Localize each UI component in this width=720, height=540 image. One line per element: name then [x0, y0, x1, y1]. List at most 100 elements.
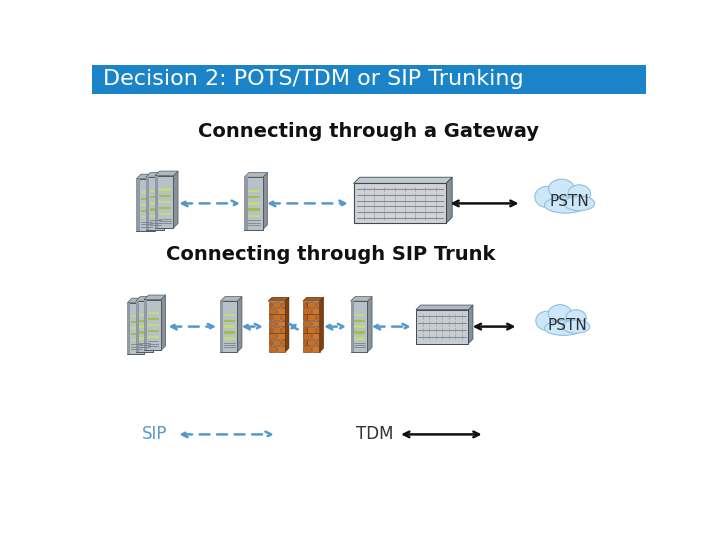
Bar — [284, 321, 285, 326]
Bar — [155, 176, 174, 228]
Bar — [307, 301, 315, 307]
Bar — [150, 202, 162, 205]
Bar — [303, 301, 307, 307]
Polygon shape — [155, 174, 160, 231]
Bar — [416, 309, 468, 343]
Bar — [303, 321, 311, 326]
Bar — [145, 177, 164, 230]
Bar — [159, 194, 171, 197]
Bar — [220, 301, 238, 352]
Bar — [159, 188, 171, 191]
Bar — [159, 201, 171, 203]
Bar — [150, 190, 162, 192]
Bar — [137, 179, 140, 231]
Polygon shape — [155, 171, 178, 176]
Polygon shape — [144, 295, 166, 300]
Bar — [248, 196, 261, 198]
Bar — [140, 204, 153, 206]
Ellipse shape — [566, 310, 586, 326]
Bar — [159, 213, 171, 215]
Ellipse shape — [564, 196, 595, 211]
Bar — [224, 338, 235, 340]
Bar — [312, 321, 320, 326]
Bar — [269, 340, 272, 345]
Bar — [248, 208, 261, 211]
Polygon shape — [153, 296, 157, 352]
Bar — [316, 327, 320, 333]
Bar — [354, 184, 446, 224]
Bar — [277, 333, 284, 339]
Bar — [127, 303, 130, 354]
Bar — [307, 314, 315, 320]
Polygon shape — [164, 173, 168, 230]
Ellipse shape — [535, 186, 559, 207]
Bar — [303, 333, 311, 339]
Bar — [303, 340, 307, 345]
Bar — [220, 301, 223, 352]
Polygon shape — [127, 298, 149, 303]
Bar — [354, 320, 365, 322]
Bar — [144, 300, 147, 350]
Text: Connecting through a Gateway: Connecting through a Gateway — [199, 122, 539, 141]
Bar — [137, 179, 155, 231]
Text: Connecting through SIP Trunk: Connecting through SIP Trunk — [166, 246, 495, 265]
Bar — [269, 301, 272, 307]
Bar — [224, 326, 235, 328]
Bar — [148, 312, 158, 314]
Bar — [282, 340, 284, 345]
Bar — [269, 321, 276, 326]
Ellipse shape — [549, 179, 575, 199]
Bar — [277, 321, 284, 326]
Polygon shape — [354, 177, 452, 184]
Bar — [248, 202, 261, 205]
Bar — [148, 318, 158, 320]
Polygon shape — [135, 296, 157, 301]
Bar — [140, 332, 150, 334]
Bar — [303, 346, 311, 352]
Bar — [248, 214, 261, 217]
Polygon shape — [268, 298, 289, 301]
Bar — [224, 314, 235, 316]
Polygon shape — [263, 173, 267, 230]
Polygon shape — [161, 295, 166, 350]
Bar — [131, 327, 142, 329]
Bar — [127, 303, 144, 354]
Ellipse shape — [562, 320, 590, 333]
Polygon shape — [367, 296, 372, 352]
Bar — [316, 314, 320, 320]
Bar — [273, 301, 281, 307]
Text: PSTN: PSTN — [547, 318, 587, 333]
Bar — [269, 308, 276, 314]
Polygon shape — [174, 171, 178, 228]
Ellipse shape — [544, 321, 582, 335]
Ellipse shape — [536, 311, 558, 330]
Bar — [307, 327, 315, 333]
Bar — [307, 340, 315, 345]
Bar — [277, 308, 284, 314]
Bar — [277, 346, 284, 352]
Bar — [140, 198, 153, 200]
Bar — [148, 330, 158, 332]
Polygon shape — [137, 174, 160, 179]
Bar — [273, 340, 281, 345]
Bar — [284, 346, 285, 352]
Text: SIP: SIP — [142, 426, 168, 443]
Bar — [269, 333, 276, 339]
Bar — [144, 300, 161, 350]
Bar — [148, 324, 158, 326]
Bar — [354, 314, 365, 316]
Polygon shape — [351, 296, 372, 301]
Bar — [354, 338, 365, 340]
Ellipse shape — [548, 305, 572, 322]
Bar — [155, 176, 158, 228]
Polygon shape — [446, 177, 452, 224]
Bar — [244, 177, 248, 230]
Bar — [224, 332, 235, 334]
Bar — [135, 301, 153, 352]
Bar — [303, 327, 307, 333]
Bar — [351, 301, 354, 352]
Bar — [131, 339, 142, 341]
Bar — [282, 314, 284, 320]
Bar — [312, 308, 320, 314]
Bar — [148, 336, 158, 338]
